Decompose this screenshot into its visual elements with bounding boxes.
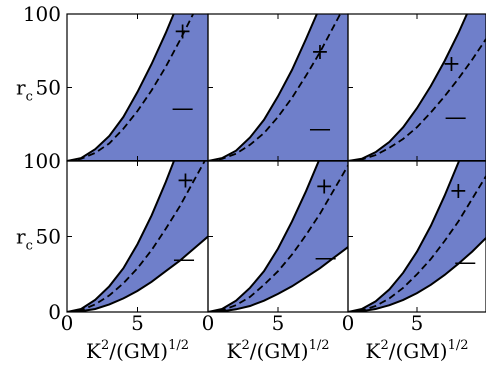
y-axis-label: rc	[16, 225, 33, 254]
minus-sign: —	[172, 96, 194, 121]
y-tick-label: 100	[23, 2, 61, 26]
x-tick-label: 5	[272, 311, 285, 335]
shaded-region	[348, 14, 486, 161]
x-axis-label-part: 2	[241, 338, 249, 353]
upper-boundary-line	[208, 14, 318, 161]
x-axis-label: K2/(GM)1/2	[366, 338, 469, 363]
panel-4	[67, 161, 208, 312]
minus-sign: —	[315, 246, 337, 271]
x-axis-label-part: /(GM)	[250, 339, 309, 363]
upper-boundary-line	[67, 14, 175, 161]
panel-2	[208, 14, 348, 161]
x-tick-label: 5	[131, 311, 144, 335]
x-axis-label-part: 2	[380, 338, 388, 353]
y-axis-label-sub: c	[26, 239, 33, 254]
panel-3	[348, 14, 486, 161]
lower-boundary-line	[67, 235, 208, 312]
dashed-curve	[348, 38, 486, 161]
x-tick-label: 0	[202, 311, 215, 335]
plus-sign: +	[173, 20, 191, 45]
x-tick-label: 0	[342, 311, 355, 335]
upper-boundary-line	[67, 161, 175, 312]
x-axis-label-part: 2	[101, 338, 109, 353]
shaded-region	[348, 161, 486, 312]
upper-boundary-line	[208, 161, 320, 312]
x-tick-label: 0	[61, 311, 74, 335]
y-axis-label-sub: c	[26, 90, 33, 105]
x-axis-label-part: 1/2	[448, 338, 469, 353]
upper-boundary-line	[348, 161, 461, 312]
dashed-curve	[208, 14, 342, 161]
x-axis-label-part: K	[366, 339, 382, 363]
panels-group	[67, 14, 486, 312]
dashed-curve	[67, 14, 195, 161]
dashed-curve	[348, 175, 486, 312]
shaded-region	[67, 14, 208, 161]
plus-sign: +	[311, 40, 329, 65]
x-axis-label-part: K	[86, 339, 102, 363]
y-axis-label-base: r	[16, 76, 26, 100]
x-axis-label: K2/(GM)1/2	[86, 338, 189, 363]
plus-sign: +	[176, 169, 194, 194]
lower-boundary-line	[348, 237, 486, 312]
plus-sign: +	[449, 179, 467, 204]
x-axis-label: K2/(GM)1/2	[227, 338, 330, 363]
x-axis-label-part: 1/2	[309, 338, 330, 353]
x-axis-label-part: 1/2	[168, 338, 189, 353]
shaded-region	[208, 14, 348, 161]
plus-sign: +	[315, 175, 333, 200]
dashed-curve	[208, 165, 348, 312]
panel-1	[67, 14, 208, 161]
dashed-curve	[67, 161, 206, 312]
lower-boundary-line	[208, 246, 348, 312]
shaded-region	[208, 161, 348, 312]
y-axis-label: rc	[16, 76, 33, 105]
upper-boundary-line	[348, 14, 469, 161]
minus-sign: —	[445, 105, 467, 130]
y-tick-label: 50	[36, 225, 61, 249]
frames-group	[66, 13, 486, 313]
x-axis-label-part: /(GM)	[109, 339, 168, 363]
x-axis-label-part: /(GM)	[389, 339, 448, 363]
minus-sign: —	[309, 117, 331, 142]
minus-sign: —	[454, 250, 476, 275]
y-tick-label: 100	[23, 149, 61, 173]
x-tick-label: 5	[411, 311, 424, 335]
minus-sign: —	[173, 247, 195, 272]
panel-6	[348, 161, 486, 312]
plus-sign: +	[442, 52, 460, 77]
y-axis-label-base: r	[16, 225, 26, 249]
shaded-region	[67, 161, 208, 312]
y-tick-label: 50	[36, 76, 61, 100]
x-axis-label-part: K	[227, 339, 243, 363]
y-tick-label: 0	[48, 300, 61, 324]
panel-5	[208, 161, 348, 312]
